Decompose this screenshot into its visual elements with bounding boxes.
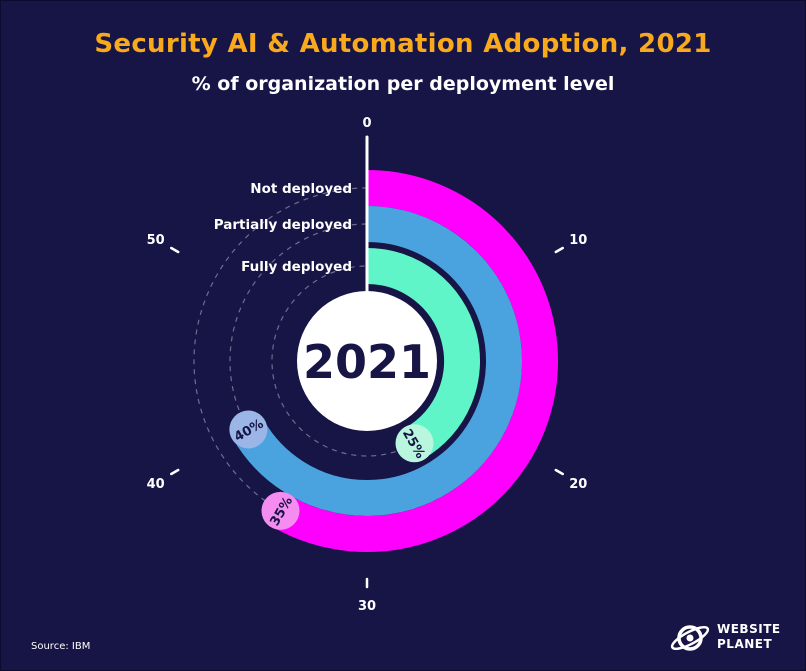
tick-label: 40 <box>147 477 165 492</box>
website-planet-logo: WEBSITE PLANET <box>669 619 789 655</box>
tick-label: 10 <box>569 233 587 248</box>
tick-mark <box>170 246 180 254</box>
tick-label: 30 <box>358 599 376 614</box>
value-badges: 35% 40% 25% <box>229 410 434 530</box>
source-note: Source: IBM <box>31 641 91 652</box>
tick-label: 20 <box>569 477 587 492</box>
value-badge: 40% <box>229 410 268 449</box>
radial-bars <box>232 170 558 552</box>
tick-mark <box>170 468 180 476</box>
chart-title: Security AI & Automation Adoption, 2021 <box>94 29 712 59</box>
value-badge: 25% <box>395 424 434 463</box>
bar-fully-deployed <box>366 248 480 459</box>
category-label: Fully deployed <box>241 259 352 275</box>
chart-subtitle: % of organization per deployment level <box>191 73 615 95</box>
category-label: Partially deployed <box>214 217 352 233</box>
logo-line-1: WEBSITE <box>717 622 781 636</box>
tick-mark <box>554 246 564 254</box>
bar-not-deployed <box>271 170 558 552</box>
logo-line-2: PLANET <box>717 637 773 651</box>
center-disc: 2021 <box>297 291 437 431</box>
tick-mark <box>554 468 564 476</box>
center-year-label: 2021 <box>303 335 431 389</box>
scale-ticks: 0 10 20 30 40 50 <box>147 116 588 614</box>
logo-wordmark: WEBSITE PLANET <box>717 622 781 652</box>
bar-partially-deployed <box>232 206 522 516</box>
category-labels: Not deployed Partially deployed Fully depl… <box>214 181 352 275</box>
tick-label: 50 <box>147 233 165 248</box>
tick-label: 0 <box>362 116 371 131</box>
planet-icon <box>670 625 710 651</box>
category-label: Not deployed <box>250 181 352 197</box>
value-badge: 35% <box>261 491 300 530</box>
